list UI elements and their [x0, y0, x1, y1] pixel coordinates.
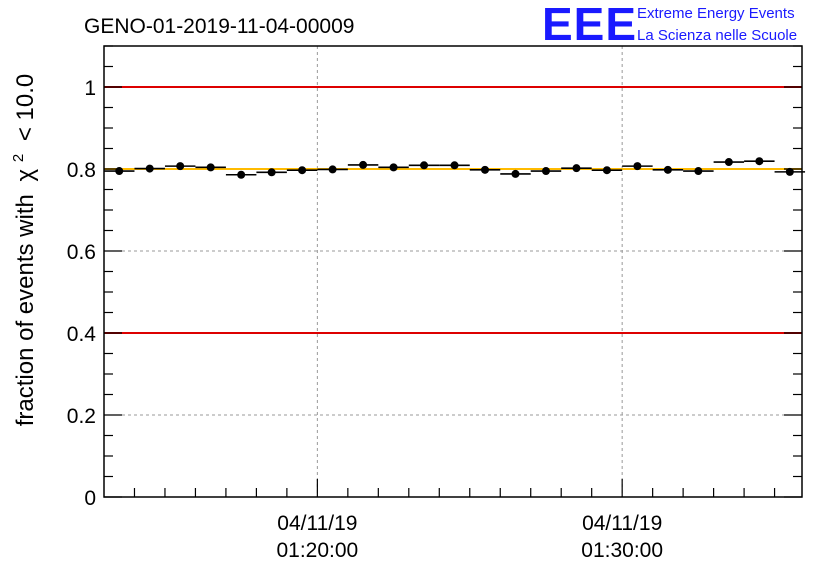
data-point — [206, 163, 215, 172]
grid-layer — [104, 46, 802, 497]
y-axis-label-suffix: < 10.0 — [12, 74, 39, 141]
x-tick-label-date: 04/11/19 — [277, 512, 357, 535]
y-axis-label: fraction of events with χ 2 < 10.0 — [2, 74, 39, 427]
data-point — [572, 164, 581, 173]
data-point — [694, 167, 703, 176]
axes: 0 0.2 0.4 0.6 0.8 1 04/11/19 01:20:00 04/11/19 01… — [67, 45, 803, 562]
y-tick-label: 1 — [84, 77, 96, 100]
data-point — [724, 158, 733, 167]
chart-title: GENO-01-2019-11-04-00009 — [84, 15, 354, 38]
data-point — [541, 167, 550, 176]
plot-frame — [103, 45, 803, 498]
data-point — [389, 163, 398, 172]
data-point — [237, 170, 246, 179]
reference-lines — [104, 86, 802, 334]
data-point — [359, 160, 368, 169]
logo-line1: Extreme Energy Events — [637, 5, 795, 22]
x-tick-label-time: 01:30:00 — [581, 539, 663, 562]
data-point — [481, 165, 490, 174]
y-tick-label: 0.2 — [67, 405, 96, 428]
x-tick-label-time: 01:20:00 — [276, 539, 358, 562]
data-point — [267, 168, 276, 177]
data-point — [298, 166, 307, 175]
data-point — [602, 166, 611, 175]
logo-line2: La Scienza nelle Scuole — [637, 27, 797, 44]
data-point — [328, 165, 337, 174]
eee-logo: EEE Extreme Energy Events La Scienza nel… — [542, 0, 797, 50]
data-point — [785, 167, 794, 176]
data-point — [176, 162, 185, 171]
data-point — [755, 157, 764, 166]
y-tick-label: 0 — [84, 487, 96, 510]
y-tick-label: 0.6 — [67, 241, 96, 264]
data-point — [450, 161, 459, 170]
data-point — [420, 161, 429, 170]
y-tick-label: 0.8 — [67, 159, 96, 182]
y-tick-label: 0.4 — [67, 323, 97, 346]
y-axis-label-symbol: χ — [12, 168, 39, 181]
x-tick-label-date: 04/11/19 — [582, 512, 662, 535]
data-point — [115, 167, 124, 176]
data-points — [104, 157, 806, 179]
data-point — [145, 164, 154, 173]
logo-letters: EEE — [542, 0, 637, 50]
data-point — [663, 165, 672, 174]
data-point — [511, 169, 520, 178]
data-point — [633, 162, 642, 171]
y-axis-label-exponent: 2 — [10, 154, 27, 162]
y-axis-label-prefix: fraction of events with — [12, 194, 39, 426]
